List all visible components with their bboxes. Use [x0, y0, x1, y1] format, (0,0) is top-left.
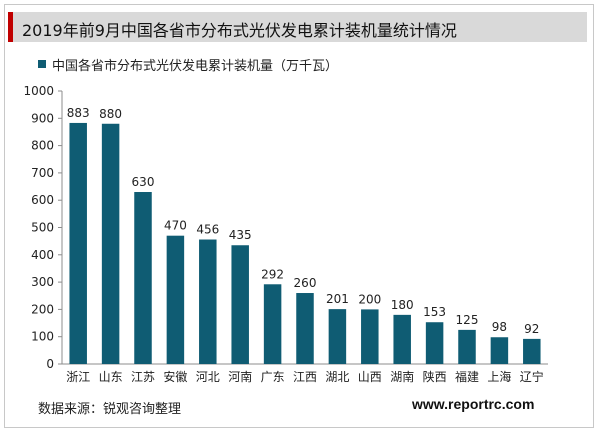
- bar: [296, 293, 314, 364]
- y-tick-label: 800: [31, 139, 54, 153]
- bar: [458, 329, 476, 364]
- x-category-label: 福建: [455, 369, 479, 384]
- x-category-label: 辽宁: [520, 369, 544, 384]
- bar-value-label: 153: [423, 305, 446, 319]
- bar-value-label: 201: [326, 292, 349, 306]
- bar: [523, 338, 541, 364]
- y-tick-label: 400: [31, 248, 54, 262]
- legend-label: 中国各省市分布式光伏发电累计装机量（万千瓦）: [52, 58, 339, 74]
- title-accent: [8, 12, 13, 42]
- bar-value-label: 200: [358, 292, 381, 306]
- legend-swatch: [38, 60, 46, 68]
- bar: [101, 123, 120, 364]
- bar-value-label: 98: [492, 320, 507, 334]
- bar: [199, 239, 217, 364]
- y-tick-label: 200: [31, 302, 54, 316]
- source-note: 数据来源：锐观咨询整理: [38, 402, 182, 417]
- bar: [263, 284, 282, 364]
- x-category-label: 陕西: [423, 369, 447, 384]
- x-category-label: 江苏: [131, 370, 155, 384]
- y-tick-label: 600: [31, 193, 54, 207]
- chart-title: 2019年前9月中国各省市分布式光伏发电累计装机量统计情况: [22, 21, 457, 40]
- x-category-label: 河北: [196, 370, 220, 384]
- x-category-label: 江西: [293, 370, 317, 384]
- bar: [166, 235, 185, 364]
- bar-value-label: 435: [229, 228, 252, 242]
- y-tick-label: 300: [31, 275, 54, 289]
- bar-value-label: 292: [261, 267, 284, 281]
- y-tick-label: 1000: [23, 84, 54, 98]
- x-category-label: 浙江: [66, 370, 90, 384]
- bar: [490, 337, 509, 364]
- bar-value-label: 92: [524, 322, 539, 336]
- y-tick-label: 900: [31, 111, 54, 125]
- y-tick-label: 500: [31, 221, 54, 235]
- y-tick-label: 100: [31, 330, 54, 344]
- x-category-label: 山东: [99, 370, 123, 384]
- y-tick-label: 0: [46, 357, 54, 371]
- x-category-label: 山西: [358, 370, 382, 384]
- website-link[interactable]: www.reportrc.com: [412, 396, 535, 412]
- bar: [231, 245, 249, 364]
- bar-value-label: 456: [196, 223, 219, 237]
- bar: [328, 309, 347, 364]
- x-category-label: 广东: [261, 370, 285, 384]
- title-bar: 2019年前9月中国各省市分布式光伏发电累计装机量统计情况: [8, 12, 587, 42]
- bar: [425, 322, 444, 364]
- x-category-label: 河南: [228, 369, 252, 384]
- x-category-label: 上海: [487, 369, 511, 384]
- bar-value-label: 630: [132, 175, 155, 189]
- bar: [134, 192, 152, 364]
- bar-value-label: 883: [67, 106, 90, 120]
- bar: [393, 314, 411, 364]
- chart-frame: [4, 4, 594, 428]
- bar-value-label: 180: [391, 298, 414, 312]
- x-category-label: 安徽: [163, 369, 187, 384]
- bar-value-label: 125: [456, 313, 479, 327]
- bar-value-label: 260: [294, 276, 317, 290]
- y-tick-label: 700: [31, 166, 54, 180]
- x-category-label: 湖南: [390, 369, 414, 384]
- bar-value-label: 470: [164, 219, 187, 233]
- x-category-label: 湖北: [325, 369, 349, 384]
- bar-value-label: 880: [99, 107, 122, 121]
- bar: [361, 309, 379, 364]
- legend: 中国各省市分布式光伏发电累计装机量（万千瓦）: [38, 56, 339, 74]
- bar: [69, 122, 87, 364]
